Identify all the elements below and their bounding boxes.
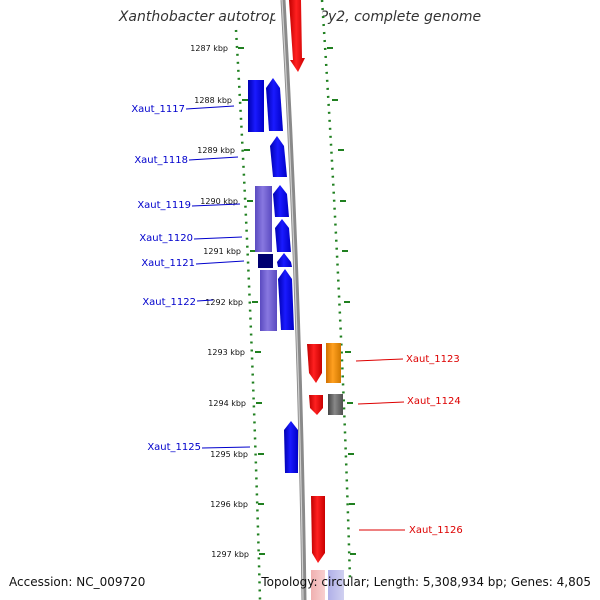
accession-text: Accession: NC_009720 bbox=[9, 575, 146, 589]
kbp-tick-label: 1290 kbp bbox=[200, 197, 238, 206]
gene-label[interactable]: Xaut_1119 bbox=[137, 200, 191, 211]
gene-arrow[interactable] bbox=[275, 219, 291, 252]
genome-backbone-highlight bbox=[281, 0, 304, 600]
topology-text: Topology: circular; Length: 5,308,934 bp… bbox=[261, 575, 591, 589]
gene-box[interactable] bbox=[255, 186, 272, 252]
gene-label-leader bbox=[185, 105, 235, 110]
gene-label[interactable]: Xaut_1118 bbox=[134, 155, 188, 166]
kbp-tick-label: 1289 kbp bbox=[197, 146, 235, 155]
gene-xaut-1119[interactable] bbox=[255, 185, 289, 252]
gene-label[interactable]: Xaut_1121 bbox=[141, 258, 195, 269]
gene-arrow[interactable] bbox=[270, 136, 287, 177]
kbp-tick-label: 1294 kbp bbox=[208, 399, 246, 408]
gene-xaut-1121[interactable] bbox=[258, 253, 292, 268]
partial-genes-bottom bbox=[311, 570, 344, 600]
kbp-tick-label: 1292 kbp bbox=[205, 298, 243, 307]
gene-arrow[interactable] bbox=[266, 78, 283, 131]
gene-xaut-1125[interactable] bbox=[284, 421, 298, 473]
gene-xaut-1116[interactable] bbox=[289, 0, 305, 72]
gene-label-leader bbox=[193, 236, 243, 240]
gene-arrow[interactable] bbox=[273, 185, 289, 217]
gene-label[interactable]: Xaut_1122 bbox=[142, 297, 196, 308]
gene-label-leader bbox=[201, 446, 251, 449]
gene-arrow[interactable] bbox=[289, 0, 305, 72]
gene-arrow[interactable] bbox=[311, 496, 325, 563]
gene-box-orange[interactable] bbox=[326, 343, 341, 383]
gene-xaut-1124[interactable] bbox=[309, 394, 343, 415]
gene-label-leader bbox=[357, 401, 405, 405]
gene-xaut-1123[interactable] bbox=[307, 343, 341, 383]
gene-xaut-1117[interactable] bbox=[248, 78, 283, 132]
kbp-ticks: 1287 kbp 1288 kbp 1289 kbp 1290 kbp 1291 kbp… bbox=[190, 44, 356, 559]
gene-label[interactable]: Xaut_1120 bbox=[139, 233, 193, 244]
left-tick-track bbox=[234, 29, 262, 600]
gene-box[interactable] bbox=[260, 270, 277, 331]
kbp-tick-label: 1288 kbp bbox=[194, 96, 232, 105]
gene-label[interactable]: Xaut_1123 bbox=[406, 354, 460, 365]
kbp-tick-label: 1297 kbp bbox=[211, 550, 249, 559]
kbp-tick-label: 1293 kbp bbox=[207, 348, 245, 357]
gene-xaut-1118[interactable] bbox=[270, 136, 287, 177]
gene-box[interactable] bbox=[248, 80, 264, 132]
gene-label[interactable]: Xaut_1124 bbox=[407, 396, 461, 407]
gene-label-leader bbox=[191, 203, 241, 207]
gene-label[interactable]: Xaut_1117 bbox=[131, 104, 185, 115]
gene-label-leader bbox=[196, 299, 214, 302]
gene-xaut-1126[interactable] bbox=[311, 496, 325, 563]
gene-arrow[interactable] bbox=[277, 253, 292, 267]
gene-arrow[interactable] bbox=[278, 269, 294, 330]
gene-box-gray[interactable] bbox=[328, 394, 343, 415]
kbp-tick-label: 1295 kbp bbox=[210, 450, 248, 459]
kbp-tick-label: 1291 kbp bbox=[203, 247, 241, 256]
gene-box[interactable] bbox=[258, 254, 273, 268]
gene-label-leader bbox=[355, 358, 404, 362]
gene-label[interactable]: Xaut_1125 bbox=[147, 442, 201, 453]
gene-arrow[interactable] bbox=[309, 395, 323, 415]
kbp-tick-label: 1287 kbp bbox=[190, 44, 228, 53]
gene-label-leader bbox=[195, 260, 245, 265]
kbp-tick-label: 1296 kbp bbox=[210, 500, 248, 509]
gene-arrow[interactable] bbox=[284, 421, 298, 473]
gene-xaut-1122[interactable] bbox=[260, 269, 294, 331]
gene-label[interactable]: Xaut_1126 bbox=[409, 525, 463, 536]
gene-arrow[interactable] bbox=[307, 344, 322, 383]
gene-labels: Xaut_1117 Xaut_1118 Xaut_1119 Xaut_1120 Xaut… bbox=[131, 104, 462, 536]
gene-xaut-1120[interactable] bbox=[275, 219, 291, 252]
gene-label-leader bbox=[188, 156, 239, 161]
genome-backbone bbox=[280, 0, 307, 600]
